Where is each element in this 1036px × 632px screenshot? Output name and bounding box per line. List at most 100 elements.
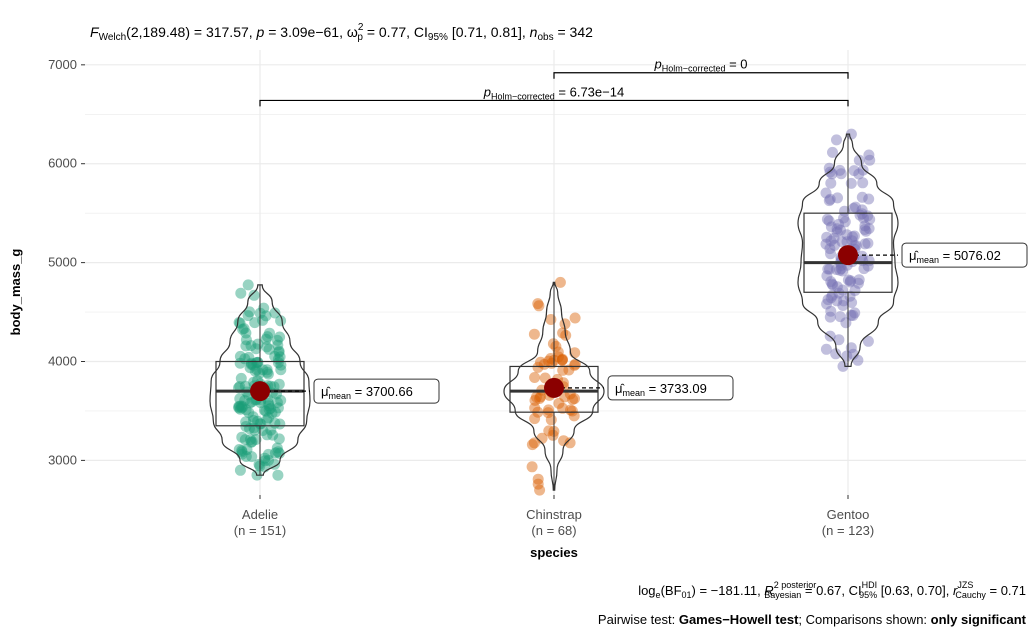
x-tick-count: (n = 68) [531,523,576,538]
data-point [261,366,273,378]
box-gentoo [803,212,893,293]
data-point [240,327,252,339]
data-point [251,364,263,376]
data-point [234,464,246,476]
y-axis-label: body_mass_g [8,249,23,336]
data-point [235,372,247,384]
x-tick-count: (n = 151) [234,523,286,538]
data-point [841,236,853,248]
data-point [554,276,566,288]
data-point [234,381,246,392]
data-point [259,455,271,467]
data-point [832,192,843,204]
data-point [821,231,833,243]
group-chinstrap: μ̂mean = 3733.09 [503,276,734,496]
data-point [823,195,835,207]
data-point [841,229,853,241]
x-axis: Adelie(n = 151) Chinstrap(n = 68) Gentoo(n… [234,495,874,538]
data-point [236,431,248,443]
data-point [271,442,283,454]
data-point [567,394,579,405]
data-point [248,422,260,434]
data-point [853,168,865,180]
data-point [529,394,541,406]
data-point [857,177,869,189]
data-point [841,350,853,362]
x-axis-label: species [530,545,578,560]
data-point [261,429,273,441]
data-point [239,380,251,392]
data-point [856,191,868,203]
data-point [244,434,256,446]
data-point [552,346,564,358]
data-point [835,224,846,236]
data-point [239,353,251,365]
data-point [534,393,546,404]
comparison-bracket [553,72,849,79]
data-point [245,340,257,352]
data-point [533,300,545,312]
data-point [852,354,864,366]
data-point [543,425,555,437]
x-tick-label: Adelie [242,507,278,522]
data-point [545,353,557,364]
data-point [830,348,842,360]
data-point [236,445,248,456]
data-point [845,275,857,287]
y-tick-label: 3000 [48,452,77,467]
mean-label-box [607,375,734,401]
data-point [566,405,578,417]
data-point [261,341,273,353]
data-point [242,279,254,291]
data-point [246,436,258,448]
data-point [245,436,257,448]
data-point [834,264,846,276]
data-point [545,414,557,426]
data-point [233,317,245,328]
data-point [260,405,272,417]
data-point [261,414,273,426]
data-point [862,210,874,222]
data-point [249,424,261,436]
data-point [831,281,843,293]
data-point [840,317,852,329]
data-point [535,391,547,403]
data-point [264,327,275,339]
data-point [263,397,275,409]
x-tick-label: Chinstrap [526,507,582,522]
data-point [825,292,837,304]
data-point [233,402,245,414]
data-point [547,429,559,441]
data-point [564,437,576,449]
comparison-label: pHolm−corrected = 0 [653,57,747,74]
comparison-label: pHolm−corrected = 6.73e−14 [483,84,624,101]
data-point [260,310,272,322]
data-point [829,239,840,251]
data-point [233,444,245,455]
data-point [825,177,837,189]
data-point [240,421,252,432]
group-gentoo: μ̂mean = 5076.02 [797,128,1028,372]
data-point [262,331,273,343]
data-point [538,358,550,370]
data-point [251,357,262,369]
data-point [853,274,865,286]
data-point [827,146,838,158]
mean-label: μ̂mean = 5076.02 [909,248,1001,265]
data-point [250,343,262,355]
data-point [850,201,861,213]
data-point [252,357,264,368]
data-point [825,248,836,260]
data-point [245,357,257,369]
data-point [238,323,250,335]
data-point [556,354,568,366]
data-point [833,334,845,346]
points-gentoo [820,128,876,372]
data-point [249,365,261,377]
data-point [821,213,833,225]
data-point [557,353,568,365]
data-point [827,279,839,291]
box-adelie [215,360,305,427]
